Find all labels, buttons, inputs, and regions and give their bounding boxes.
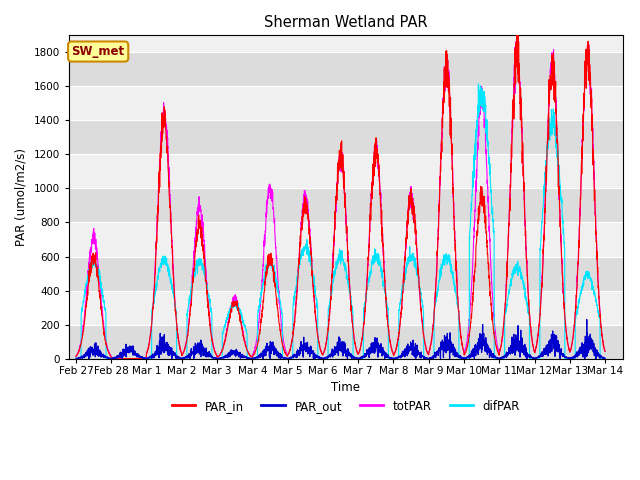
Line: PAR_out: PAR_out — [76, 320, 605, 359]
Bar — [69, 222, 623, 256]
PAR_out — [132, 352, 140, 358]
PAR_in — [108, 356, 115, 361]
Y-axis label: PAR (umol/m2/s): PAR (umol/m2/s) — [15, 148, 28, 246]
totPAR — [275, 298, 283, 303]
X-axis label: Time: Time — [332, 381, 360, 394]
PAR_out — [583, 317, 591, 323]
totPAR — [601, 348, 609, 354]
Bar — [69, 120, 623, 155]
difPAR — [591, 290, 598, 296]
Bar — [69, 189, 623, 222]
PAR_in — [534, 332, 542, 337]
totPAR — [513, 30, 521, 36]
difPAR — [298, 249, 305, 255]
PAR_in — [298, 227, 306, 233]
Bar — [69, 86, 623, 120]
PAR_out — [591, 346, 599, 352]
Bar — [69, 155, 623, 189]
Bar — [69, 52, 623, 86]
PAR_in — [591, 206, 599, 212]
PAR_out — [72, 356, 80, 361]
PAR_out — [85, 356, 93, 361]
Line: difPAR: difPAR — [76, 84, 605, 359]
totPAR — [132, 356, 140, 361]
PAR_in — [132, 356, 140, 361]
PAR_out — [275, 355, 283, 361]
difPAR — [164, 262, 172, 267]
difPAR — [132, 356, 140, 361]
Title: Sherman Wetland PAR: Sherman Wetland PAR — [264, 15, 428, 30]
totPAR — [534, 332, 542, 338]
PAR_in — [513, 28, 520, 34]
totPAR — [591, 205, 599, 211]
PAR_out — [298, 347, 306, 352]
difPAR — [534, 356, 541, 361]
PAR_out — [164, 342, 172, 348]
PAR_in — [601, 348, 609, 354]
totPAR — [108, 356, 115, 361]
PAR_in — [72, 353, 80, 359]
Line: totPAR: totPAR — [76, 33, 605, 359]
PAR_in — [164, 153, 172, 158]
Legend: PAR_in, PAR_out, totPAR, difPAR: PAR_in, PAR_out, totPAR, difPAR — [167, 395, 525, 417]
Text: SW_met: SW_met — [72, 45, 125, 58]
PAR_out — [534, 354, 541, 360]
difPAR — [601, 356, 609, 361]
Bar — [69, 324, 623, 359]
difPAR — [474, 81, 482, 87]
PAR_out — [601, 355, 609, 361]
totPAR — [164, 145, 172, 151]
difPAR — [275, 293, 283, 299]
Line: PAR_in: PAR_in — [76, 31, 605, 359]
PAR_in — [275, 319, 283, 325]
totPAR — [298, 217, 306, 223]
totPAR — [72, 353, 80, 359]
difPAR — [72, 356, 80, 361]
Bar — [69, 290, 623, 324]
Bar — [69, 256, 623, 290]
